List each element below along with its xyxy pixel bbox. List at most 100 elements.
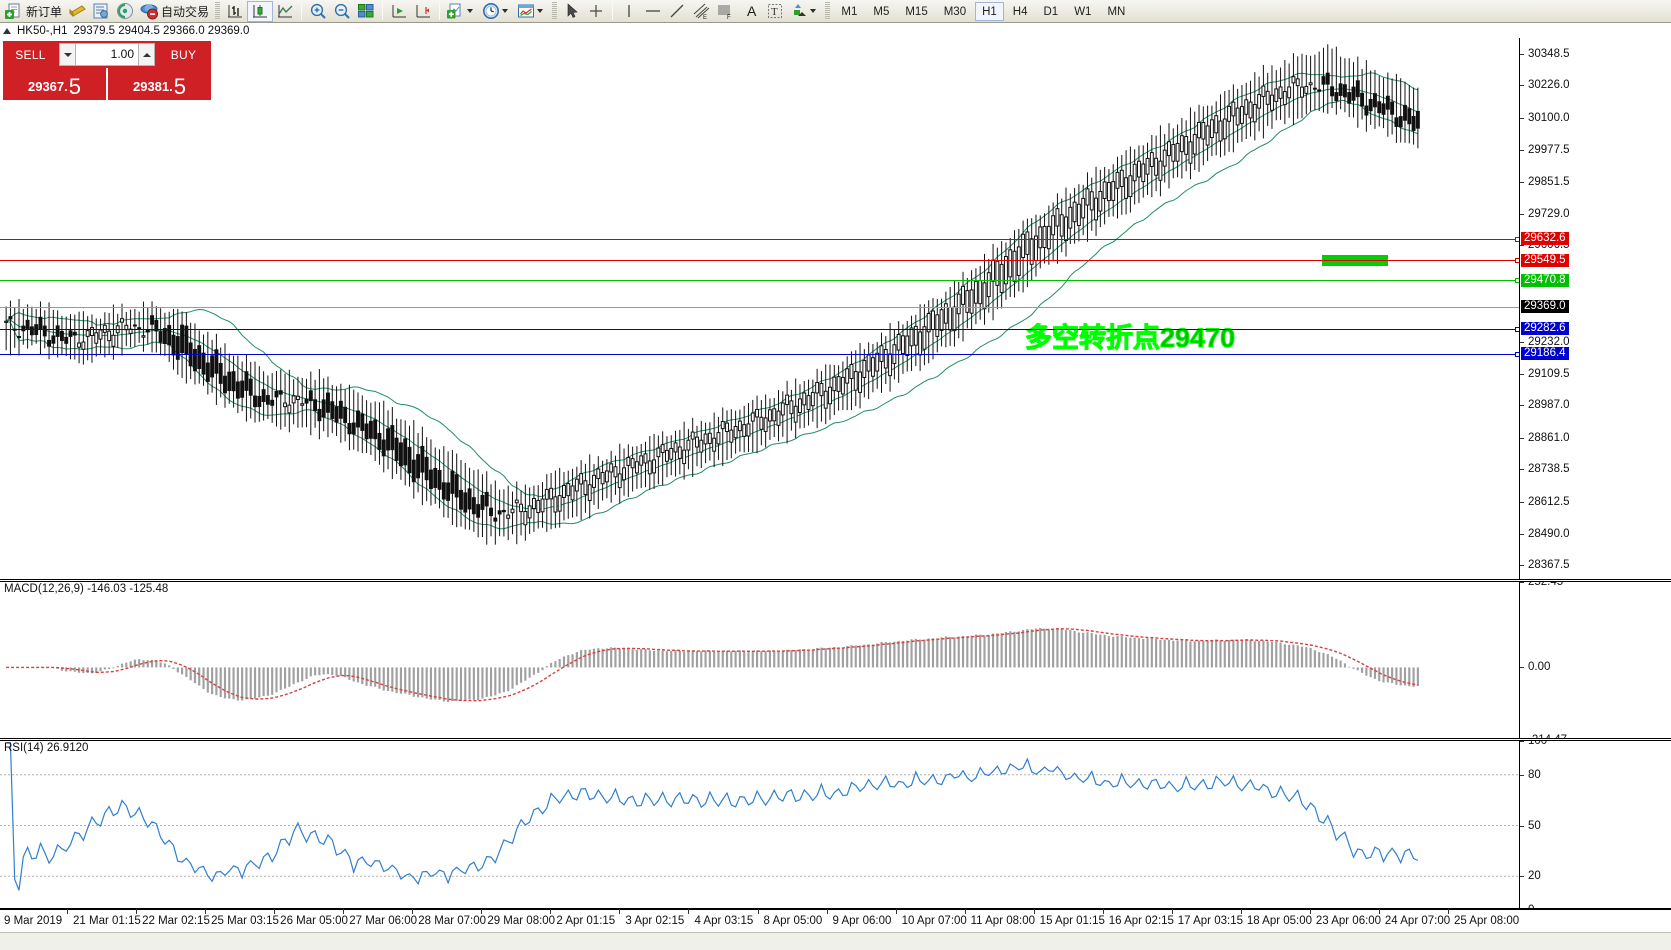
timeframe-w1[interactable]: W1 xyxy=(1074,5,1092,18)
timeframe-d1[interactable]: D1 xyxy=(1043,5,1059,18)
toolbar-trendline-button[interactable] xyxy=(665,1,689,22)
timeframe-m1[interactable]: M1 xyxy=(841,5,858,18)
price-level-line[interactable] xyxy=(0,236,1520,242)
price-tag[interactable]: 29369.0 xyxy=(1521,300,1569,314)
buy-button[interactable]: BUY xyxy=(156,41,211,68)
toolbar-vertical-line-button[interactable] xyxy=(617,1,641,22)
toolbar-horizontal-line-button[interactable] xyxy=(641,1,665,22)
tick-label: 0 xyxy=(1528,904,1534,908)
toolbar-equidistant-channel-button[interactable]: E xyxy=(689,1,713,22)
toolbar-zoom-in-button[interactable] xyxy=(306,1,330,22)
fibonacci-icon: F xyxy=(716,2,734,21)
buy-price-display[interactable]: 29381 . 5 xyxy=(108,68,211,100)
toolbar-cursor-button[interactable] xyxy=(560,1,584,22)
horizontal-line-icon xyxy=(644,2,662,20)
rsi-plot-region[interactable] xyxy=(0,741,1519,908)
toolbar-text-button[interactable]: A xyxy=(737,1,763,22)
tick-mark xyxy=(67,909,69,914)
price-axis[interactable]: 30348.5 30226.0 30100.0 29977.5 29851.5 29729… xyxy=(1519,38,1671,579)
symbol-label: HK50-,H1 xyxy=(17,25,68,37)
tick-mark xyxy=(274,909,276,914)
volume-stepper[interactable]: 1.00 xyxy=(58,41,156,68)
timeframe-mn[interactable]: MN xyxy=(1107,5,1126,18)
toolbar-chart-shift-button[interactable] xyxy=(411,1,435,22)
rsi-pane[interactable]: RSI(14) 26.9120 100 80 50 20 0 xyxy=(0,740,1671,909)
toolbar-text-label-button[interactable]: T xyxy=(763,1,787,22)
time-axis[interactable]: 9 Mar 2019 21 Mar 01:15 22 Mar 02:15 25 Mar… xyxy=(0,909,1671,933)
timeframe-m5[interactable]: M5 xyxy=(873,5,890,18)
time-tick-label: 26 Mar 05:00 xyxy=(280,915,348,927)
sell-button[interactable]: SELL xyxy=(3,41,58,68)
time-tick: 2 Apr 01:15 xyxy=(550,909,616,927)
timeframe-m15[interactable]: M15 xyxy=(905,5,928,18)
chevron-down-icon[interactable] xyxy=(537,9,544,13)
price-tag[interactable]: 29282.6 xyxy=(1521,322,1569,336)
sell-price-display[interactable]: 29367 . 5 xyxy=(3,68,106,100)
toolbar-line-chart-button[interactable] xyxy=(273,1,297,22)
tick-mark xyxy=(1520,469,1524,471)
toolbar-candle-chart-button[interactable] xyxy=(247,0,274,22)
volume-decrease-button[interactable] xyxy=(59,43,76,66)
chevron-up-icon xyxy=(142,52,151,57)
toolbar-autotrading-button[interactable]: 自动交易 xyxy=(137,1,212,22)
macd-axis[interactable]: 252.45 0.00 -214.47 xyxy=(1519,582,1671,738)
timeframe-h4[interactable]: H4 xyxy=(1012,5,1028,18)
price-tag[interactable]: 29186.4 xyxy=(1521,347,1569,361)
macd-plot-region[interactable] xyxy=(0,582,1519,738)
signals-icon xyxy=(116,2,134,20)
sell-price-integer: 29367 xyxy=(27,79,65,94)
rsi-axis[interactable]: 100 80 50 20 0 xyxy=(1519,741,1671,908)
timeframe-m30[interactable]: M30 xyxy=(943,5,967,18)
toolbar-metaeditor-button[interactable] xyxy=(89,1,113,22)
toolbar-objects-list-button[interactable] xyxy=(787,1,822,22)
price-pane[interactable]: 多空转折点29470 30348.5 30226.0 30100.0 29977.5 2… xyxy=(0,38,1671,580)
text-icon: A xyxy=(747,3,757,19)
macd-pane[interactable]: MACD(12,26,9) -146.03 -125.48 252.45 0.00… xyxy=(0,581,1671,739)
equidistant-channel-icon: E xyxy=(692,2,710,21)
price-tag[interactable]: 29632.6 xyxy=(1521,232,1569,246)
toolbar-auto-scroll-button[interactable] xyxy=(387,1,411,22)
toolbar-separator-4 xyxy=(612,2,614,20)
status-bar xyxy=(0,932,1671,950)
collapse-triangle-icon[interactable] xyxy=(3,28,11,34)
toolbar-bar-chart-button[interactable] xyxy=(223,1,247,22)
price-tag[interactable]: 29549.5 xyxy=(1521,253,1569,267)
time-tick-label: 28 Mar 07:00 xyxy=(418,915,487,927)
toolbar-grip[interactable] xyxy=(215,2,221,20)
price-level-line[interactable] xyxy=(0,258,1520,264)
toolbar-new-order-label: 新订单 xyxy=(26,4,63,19)
toolbar-indicators-button[interactable] xyxy=(444,1,479,22)
toolbar-signals-button[interactable] xyxy=(113,1,137,22)
volume-increase-button[interactable] xyxy=(138,43,155,66)
tick-mark xyxy=(895,909,897,914)
tick-mark xyxy=(1309,909,1311,914)
chevron-down-icon[interactable] xyxy=(467,9,474,13)
toolbar-grip-2[interactable] xyxy=(552,2,558,20)
toolbar-fibonacci-button[interactable]: F xyxy=(713,1,737,22)
timeframe-h1[interactable]: H1 xyxy=(975,1,1004,21)
toolbar-tile-windows-button[interactable] xyxy=(354,1,378,22)
price-level-line[interactable] xyxy=(0,278,1520,284)
price-level-line[interactable] xyxy=(0,306,1519,308)
time-tick-label: 2 Apr 01:15 xyxy=(556,915,616,927)
price-tag[interactable]: 29470.8 xyxy=(1521,273,1569,287)
price-level-line[interactable] xyxy=(0,351,1520,357)
toolbar-templates-button[interactable] xyxy=(514,1,549,22)
time-tick: 17 Apr 03:15 xyxy=(1171,909,1243,927)
toolbar-expert-advisors-button[interactable] xyxy=(65,1,89,22)
price-plot-region[interactable]: 多空转折点29470 xyxy=(0,38,1520,579)
toolbar-new-order-button[interactable]: 新订单 xyxy=(2,1,65,22)
price-level-line[interactable] xyxy=(0,326,1520,332)
ohlc-values: 29379.5 29404.5 29366.0 29369.0 xyxy=(73,25,250,37)
tick-mark xyxy=(1520,582,1524,583)
chevron-down-icon[interactable] xyxy=(502,9,509,13)
chevron-down-icon[interactable] xyxy=(810,9,817,13)
volume-input[interactable]: 1.00 xyxy=(76,43,138,66)
toolbar-periods-button[interactable] xyxy=(479,1,514,22)
toolbar-crosshair-button[interactable] xyxy=(584,1,608,22)
toolbar-autotrading-label: 自动交易 xyxy=(161,4,210,19)
time-tick: 18 Apr 05:00 xyxy=(1240,909,1312,927)
toolbar-grip-3[interactable] xyxy=(825,2,831,20)
one-click-trading-panel[interactable]: SELL 1.00 BUY 29367 . 5 29381 . 5 xyxy=(3,41,211,100)
toolbar-zoom-out-button[interactable] xyxy=(330,1,354,22)
